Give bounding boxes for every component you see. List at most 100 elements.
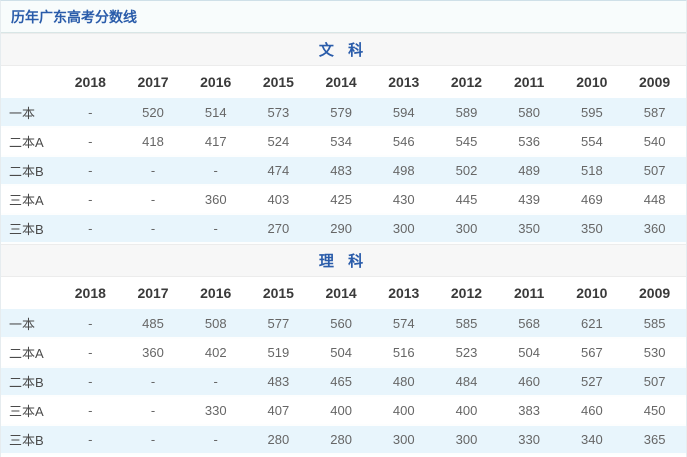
sections-container: 文 科 2018 2017 2016 2015 2014 2013 2012 2011 2010 2…	[1, 33, 686, 455]
year-header: 2018	[59, 277, 122, 309]
year-header: 2017	[121, 277, 185, 309]
score-cell: 300	[392, 432, 415, 447]
score-cell: 448	[643, 192, 666, 207]
tier-label: 二本A	[9, 346, 44, 361]
score-cell: 573	[267, 104, 290, 120]
score-table: 2018 2017 2016 2015 2014 2013 2012 2011 2010 2009…	[1, 277, 686, 455]
score-cell: 534	[330, 134, 352, 149]
score-cell: 527	[580, 374, 603, 389]
score-cell: 300	[455, 432, 478, 447]
score-cell: 407	[267, 403, 290, 418]
score-cell: 465	[330, 374, 352, 389]
year-header: 2011	[497, 277, 561, 309]
score-cell: 360	[142, 345, 164, 360]
year-header: 2010	[560, 277, 624, 309]
score-cell: 568	[518, 315, 540, 331]
tier-label: 二本B	[9, 375, 44, 390]
score-cell: 530	[643, 345, 666, 360]
score-cell: -	[88, 104, 93, 120]
table-row: 三本B - - - 280 280 300 300 330 340 365	[1, 425, 686, 454]
tier-label: 三本B	[9, 433, 44, 448]
score-cell: 350	[580, 221, 603, 236]
score-cell: 280	[267, 432, 290, 447]
score-cell: 480	[392, 374, 415, 389]
score-cell: -	[213, 374, 218, 389]
score-cell: 425	[330, 192, 352, 207]
score-cell: -	[88, 403, 93, 418]
corner-cell	[1, 277, 59, 309]
score-cell: 594	[392, 104, 415, 120]
year-header: 2013	[372, 277, 436, 309]
score-cell: 523	[455, 345, 478, 360]
score-cell: 403	[267, 192, 290, 207]
tier-label: 二本B	[9, 164, 44, 179]
score-cell: 445	[455, 192, 478, 207]
score-cell: 290	[330, 221, 352, 236]
tier-label: 三本A	[9, 193, 44, 208]
year-header-row: 2018 2017 2016 2015 2014 2013 2012 2011 2010 2009	[1, 277, 686, 309]
score-cell: -	[213, 432, 218, 447]
score-cell: 577	[267, 315, 290, 331]
score-cell: 474	[267, 163, 290, 178]
table-row: 二本B - - - 474 483 498 502 489 518 507	[1, 156, 686, 185]
score-cell: 516	[392, 345, 415, 360]
score-cell: -	[150, 374, 156, 389]
score-cell: 508	[204, 315, 227, 331]
score-cell: -	[213, 221, 218, 236]
year-header: 2017	[121, 66, 185, 98]
score-cell: 519	[267, 345, 290, 360]
score-cell: 340	[580, 432, 603, 447]
score-cell: 418	[142, 134, 164, 149]
score-cell: 330	[204, 403, 227, 418]
score-cell: 595	[580, 104, 603, 120]
score-cell: -	[88, 315, 93, 331]
score-cell: 360	[643, 221, 666, 236]
tier-label: 三本A	[9, 404, 44, 419]
score-cell: 587	[643, 104, 666, 120]
score-cell: 589	[455, 104, 478, 120]
table-row: 三本A - - 360 403 425 430 445 439 469 448	[1, 185, 686, 214]
score-cell: 504	[330, 345, 352, 360]
score-cell: 460	[518, 374, 540, 389]
score-cell: 439	[518, 192, 540, 207]
score-cell: 554	[580, 134, 603, 149]
score-cell: 502	[455, 163, 478, 178]
section-header: 理 科	[1, 244, 686, 277]
score-table: 2018 2017 2016 2015 2014 2013 2012 2011 2010 2009…	[1, 66, 686, 244]
score-cell: 485	[142, 315, 164, 331]
score-cell: 330	[518, 432, 540, 447]
score-cell: 514	[204, 104, 227, 120]
score-cell: -	[88, 192, 93, 207]
year-header: 2014	[309, 277, 373, 309]
score-cell: -	[150, 221, 156, 236]
score-cell: 585	[643, 315, 666, 331]
table-row: 三本A - - 330 407 400 400 400 383 460 450	[1, 396, 686, 425]
year-header: 2015	[247, 66, 310, 98]
section-header: 文 科	[1, 33, 686, 66]
score-cell: -	[150, 192, 156, 207]
tier-label: 三本B	[9, 222, 44, 237]
score-cell: 545	[455, 134, 478, 149]
score-cell: 498	[392, 163, 415, 178]
score-cell: 350	[518, 221, 540, 236]
score-cell: 360	[204, 192, 227, 207]
table-row: 二本A - 360 402 519 504 516 523 504 567 530	[1, 338, 686, 367]
score-cell: -	[150, 432, 156, 447]
year-header: 2016	[184, 66, 248, 98]
score-cell: 546	[392, 134, 415, 149]
score-cell: 280	[330, 432, 352, 447]
score-cell: 621	[580, 315, 603, 331]
table-row: 三本B - - - 270 290 300 300 350 350 360	[1, 214, 686, 243]
year-header: 2012	[435, 277, 498, 309]
year-header: 2010	[560, 66, 624, 98]
tier-label: 一本	[9, 316, 36, 332]
year-header: 2012	[435, 66, 498, 98]
table-row: 二本A - 418 417 524 534 546 545 536 554 540	[1, 127, 686, 156]
score-cell: 430	[392, 192, 415, 207]
year-header: 2009	[623, 66, 686, 98]
score-cell: -	[213, 163, 218, 178]
score-cell: 400	[330, 403, 352, 418]
score-cell: 579	[330, 104, 352, 120]
score-cell: 540	[643, 134, 666, 149]
